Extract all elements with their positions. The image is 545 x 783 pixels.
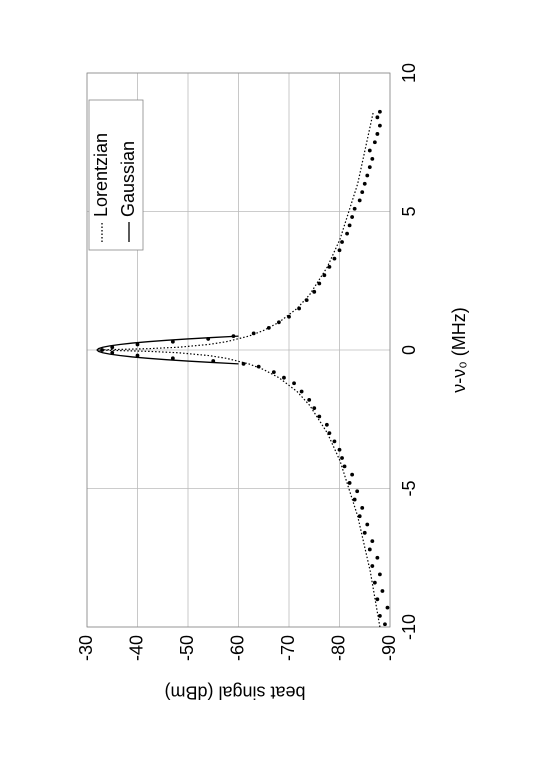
data-point bbox=[350, 472, 355, 477]
data-point bbox=[380, 589, 385, 593]
data-point bbox=[367, 547, 372, 552]
x-tick-label: 10 bbox=[399, 63, 419, 83]
data-point bbox=[370, 564, 375, 568]
data-point bbox=[317, 281, 322, 286]
x-axis-label: ν-ν₀ (MHz) bbox=[449, 307, 469, 392]
data-point bbox=[378, 123, 382, 128]
data-point bbox=[342, 464, 347, 469]
fit-line bbox=[97, 111, 381, 628]
x-tick-label: -5 bbox=[399, 480, 419, 496]
data-point bbox=[350, 215, 355, 219]
data-point bbox=[340, 456, 344, 460]
data-point bbox=[347, 481, 352, 485]
fit-line bbox=[96, 335, 239, 365]
data-point bbox=[383, 622, 387, 627]
data-point bbox=[332, 439, 337, 444]
data-point bbox=[378, 614, 382, 618]
data-point bbox=[365, 173, 370, 178]
data-point bbox=[135, 353, 140, 358]
data-point bbox=[327, 264, 332, 269]
data-point bbox=[271, 370, 276, 375]
data-point bbox=[385, 605, 390, 610]
data-point bbox=[360, 190, 365, 195]
data-point bbox=[367, 148, 372, 153]
data-point bbox=[317, 414, 322, 419]
y-axis-label: beat singal (dBm) bbox=[164, 682, 305, 702]
data-point bbox=[367, 165, 372, 170]
data-point bbox=[352, 206, 357, 211]
data-point bbox=[355, 489, 360, 494]
data-point bbox=[345, 231, 349, 236]
data-point bbox=[357, 198, 362, 203]
x-tick-label: 0 bbox=[399, 345, 419, 355]
x-tick-label: -10 bbox=[399, 614, 419, 640]
data-point bbox=[362, 530, 367, 535]
data-point bbox=[299, 389, 304, 394]
data-point bbox=[372, 140, 377, 145]
legend-label: Lorentzian bbox=[91, 133, 111, 217]
legend-label: Gaussian bbox=[118, 141, 138, 217]
data-point bbox=[100, 348, 105, 352]
data-point bbox=[324, 422, 329, 427]
data-point bbox=[312, 406, 317, 411]
data-point bbox=[362, 181, 367, 186]
data-point bbox=[378, 572, 382, 577]
legend-box bbox=[88, 99, 144, 251]
data-point bbox=[135, 342, 140, 347]
x-tick-label: 5 bbox=[399, 206, 419, 216]
data-point bbox=[322, 273, 327, 278]
data-point bbox=[372, 580, 377, 585]
data-point bbox=[375, 555, 380, 560]
y-tick-label: -80 bbox=[328, 635, 348, 661]
data-point bbox=[352, 497, 357, 502]
y-tick-label: -30 bbox=[76, 635, 96, 661]
data-point bbox=[378, 109, 382, 114]
rotated-plot: ν-ν₀ (MHz) beat singal (dBm) -10-50510-3… bbox=[76, 63, 469, 702]
data-point bbox=[375, 132, 380, 136]
data-point bbox=[347, 223, 352, 228]
data-point bbox=[365, 522, 370, 527]
data-point bbox=[170, 339, 175, 344]
data-point bbox=[337, 447, 342, 452]
plot-frame bbox=[86, 72, 391, 628]
data-point bbox=[370, 539, 375, 544]
data-point bbox=[370, 156, 375, 161]
data-point bbox=[282, 375, 286, 380]
data-point bbox=[337, 248, 342, 253]
data-point bbox=[357, 514, 362, 519]
data-point bbox=[170, 356, 175, 361]
data-point bbox=[375, 115, 380, 120]
y-tick-label: -40 bbox=[126, 635, 146, 661]
y-tick-label: -70 bbox=[278, 635, 298, 661]
data-point bbox=[312, 289, 317, 294]
data-point bbox=[307, 397, 312, 402]
data-point bbox=[375, 597, 380, 602]
data-point bbox=[292, 381, 296, 386]
y-tick-label: -90 bbox=[379, 635, 399, 661]
y-tick-label: -60 bbox=[227, 635, 247, 661]
y-tick-label: -50 bbox=[177, 635, 197, 661]
data-point bbox=[340, 240, 344, 244]
data-point bbox=[332, 256, 337, 261]
data-point bbox=[360, 505, 365, 510]
